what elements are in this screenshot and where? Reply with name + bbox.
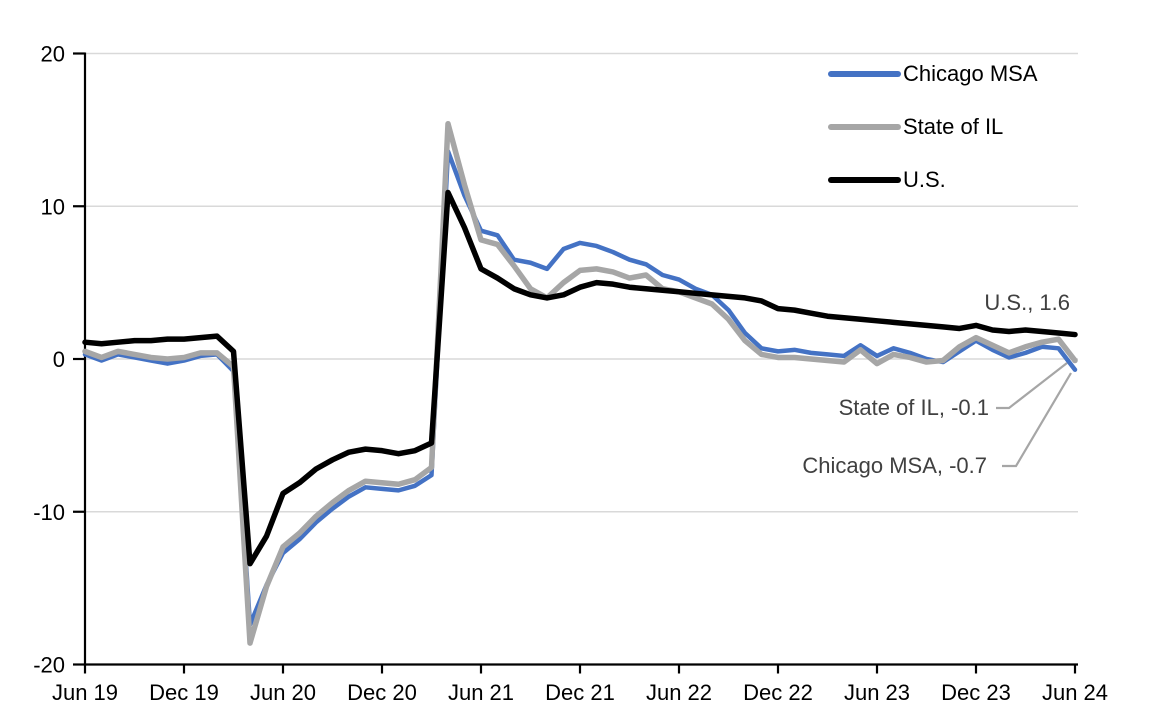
x-tick-label: Dec 23 — [941, 680, 1011, 705]
legend-swatch-state-of-il — [828, 123, 901, 130]
y-tick-label: 10 — [41, 194, 65, 219]
x-tick-label: Jun 20 — [250, 680, 316, 705]
series-line-u-s — [82, 189, 1078, 567]
x-tick-label: Jun 23 — [844, 680, 910, 705]
y-tick-label: 0 — [53, 347, 65, 372]
x-tick-label: Jun 24 — [1042, 680, 1108, 705]
series-line-state-of-il — [82, 121, 1078, 646]
legend-swatch-us — [828, 176, 901, 183]
legend: Chicago MSA State of IL U.S. — [828, 47, 1038, 206]
annotation-chicago-msa-end-value: Chicago MSA, -0.7 — [802, 453, 987, 478]
x-tick-label: Dec 19 — [149, 680, 219, 705]
x-tick-label: Jun 19 — [52, 680, 118, 705]
annotation-state-of-il-end-value: State of IL, -0.1 — [838, 395, 989, 420]
y-tick-label: 20 — [41, 42, 65, 67]
legend-item-us: U.S. — [828, 153, 1038, 206]
legend-swatch-chicago-msa — [828, 70, 901, 77]
x-tick-label: Dec 20 — [347, 680, 417, 705]
leader-line-state-of-il — [996, 362, 1068, 410]
x-tick-label: Jun 21 — [448, 680, 514, 705]
legend-item-chicago-msa: Chicago MSA — [828, 47, 1038, 100]
y-tick-label: -10 — [33, 500, 65, 525]
legend-label-chicago-msa: Chicago MSA — [903, 60, 1038, 86]
legend-item-state-of-il: State of IL — [828, 100, 1038, 153]
legend-label-state-of-il: State of IL — [903, 113, 1004, 139]
annotation-us-end-value: U.S., 1.6 — [984, 290, 1070, 315]
legend-label-us: U.S. — [903, 166, 946, 192]
y-tick-label: -20 — [33, 653, 65, 678]
x-tick-label: Dec 22 — [743, 680, 813, 705]
x-tick-label: Jun 22 — [646, 680, 712, 705]
leader-line-chicago-msa — [1002, 372, 1072, 468]
x-tick-label: Dec 21 — [545, 680, 615, 705]
